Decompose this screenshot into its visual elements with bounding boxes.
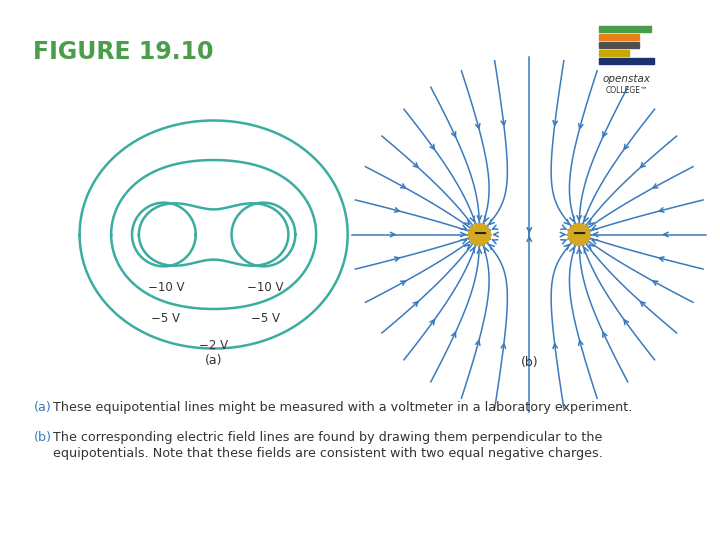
Text: (a): (a) <box>33 401 51 414</box>
Bar <box>599 43 639 49</box>
Text: (b): (b) <box>521 356 538 369</box>
Text: equipotentials. Note that these fields are consistent with two equal negative ch: equipotentials. Note that these fields a… <box>53 447 603 460</box>
Text: −5 V: −5 V <box>251 312 280 325</box>
Bar <box>599 35 639 40</box>
Text: −: − <box>472 225 487 242</box>
Text: −10 V: −10 V <box>148 281 184 294</box>
Bar <box>599 26 651 32</box>
Text: (b): (b) <box>33 431 51 444</box>
Text: The corresponding electric field lines are found by drawing them perpendicular t: The corresponding electric field lines a… <box>53 431 603 444</box>
Text: FIGURE 19.10: FIGURE 19.10 <box>33 40 214 64</box>
Text: −10 V: −10 V <box>247 281 284 294</box>
Text: −2 V: −2 V <box>199 339 228 352</box>
Text: These equipotential lines might be measured with a voltmeter in a laboratory exp: These equipotential lines might be measu… <box>53 401 633 414</box>
Text: openstax: openstax <box>603 75 651 84</box>
Text: COLLEGE™: COLLEGE™ <box>606 86 648 95</box>
Text: −5 V: −5 V <box>151 312 180 325</box>
Text: −: − <box>572 225 587 242</box>
Text: (a): (a) <box>205 354 222 367</box>
Bar <box>599 58 654 64</box>
Circle shape <box>469 224 490 246</box>
Bar <box>599 50 629 56</box>
Circle shape <box>568 224 590 246</box>
